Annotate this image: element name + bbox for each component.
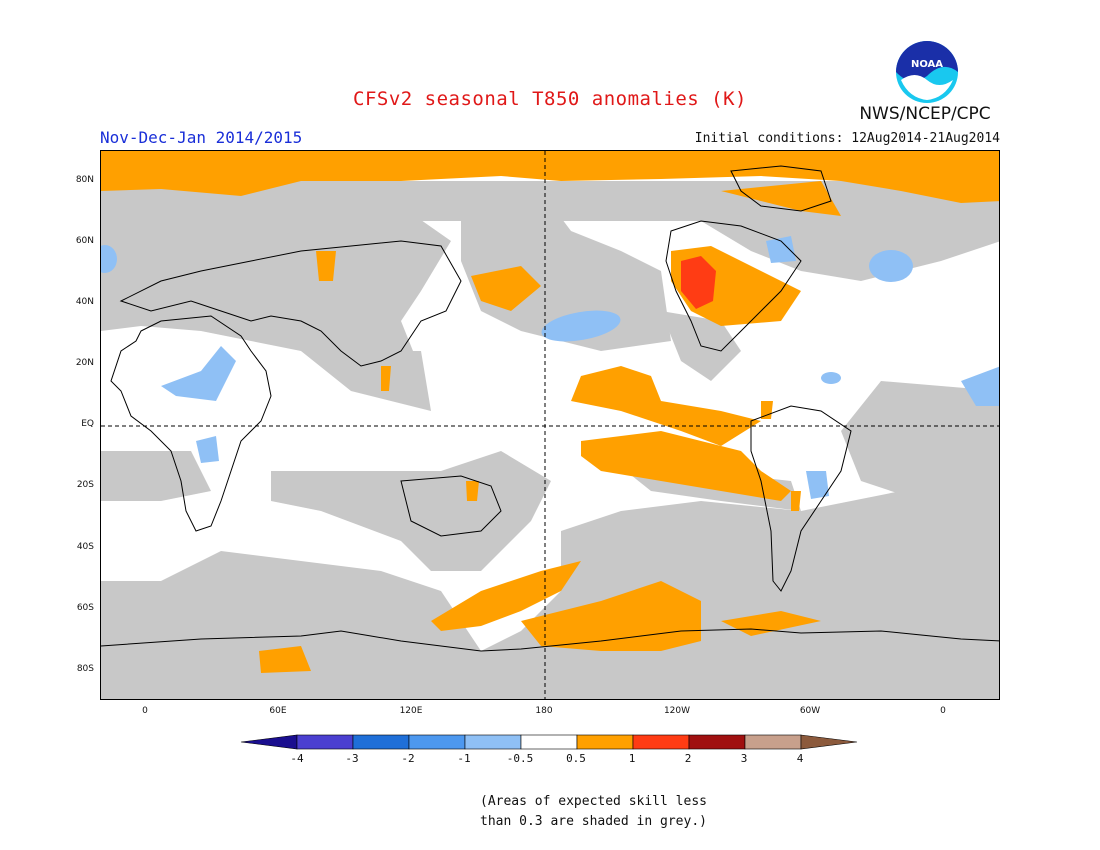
footnote-line: (Areas of expected skill less: [480, 794, 707, 809]
colorbar-label: -0.5: [506, 752, 534, 765]
colorbar-cell: [576, 734, 634, 750]
lat-tick: 60S: [76, 603, 94, 613]
negative-anomaly-regions: [101, 236, 999, 499]
colorbar-cell: [296, 734, 354, 750]
lon-tick: 60E: [269, 706, 287, 716]
anomaly-map-svg: [101, 151, 999, 699]
coastlines: [101, 165, 999, 652]
colorbar-cell: [464, 734, 522, 750]
lon-tick: 120W: [663, 706, 691, 716]
chart-title: CFSv2 seasonal T850 anomalies (K): [353, 88, 747, 110]
colorbar-label: 1: [628, 752, 636, 765]
footnote-line: than 0.3 are shaded in grey.): [480, 814, 707, 829]
lat-tick: 80N: [75, 175, 94, 185]
lon-tick: 0: [940, 706, 946, 716]
colorbar-cell: [240, 734, 298, 750]
colorbar-label: -3: [345, 752, 359, 765]
colorbar-cell: [632, 734, 690, 750]
lat-tick: 80S: [76, 664, 94, 674]
initial-conditions: Initial conditions: 12Aug2014-21Aug2014: [694, 131, 1000, 146]
agency-label: NWS/NCEP/CPC: [859, 104, 991, 124]
lat-tick: 60N: [75, 236, 94, 246]
lon-tick: 60W: [799, 706, 821, 716]
colorbar-cell: [520, 734, 578, 750]
colorbar-label: 3: [740, 752, 748, 765]
lat-tick: 40N: [75, 297, 94, 307]
lat-tick: 20S: [76, 480, 94, 490]
noaa-logo-icon: NOAA: [896, 41, 958, 103]
svg-text:NOAA: NOAA: [911, 59, 943, 70]
colorbar: [240, 734, 858, 750]
colorbar-label: 2: [684, 752, 692, 765]
colorbar-cell: [800, 734, 858, 750]
lon-tick: 180: [535, 706, 553, 716]
positive-anomaly-regions: [101, 151, 999, 673]
colorbar-label: 4: [796, 752, 804, 765]
colorbar-label: -2: [401, 752, 415, 765]
anomaly-map: [100, 150, 1000, 700]
skill-footnote: (Areas of expected skill less than 0.3 a…: [480, 792, 707, 832]
colorbar-label: 0.5: [566, 752, 586, 765]
colorbar-cell: [408, 734, 466, 750]
lat-tick: 40S: [76, 542, 94, 552]
colorbar-cell: [352, 734, 410, 750]
lon-tick: 120E: [399, 706, 423, 716]
colorbar-cell: [744, 734, 802, 750]
lat-tick: EQ: [81, 419, 94, 429]
lat-tick: 20N: [75, 358, 94, 368]
lon-tick: 0: [142, 706, 148, 716]
strong-positive-region: [681, 256, 716, 309]
colorbar-label: -1: [457, 752, 471, 765]
colorbar-label: -4: [290, 752, 304, 765]
colorbar-cell: [688, 734, 746, 750]
forecast-period: Nov-Dec-Jan 2014/2015: [100, 128, 303, 147]
